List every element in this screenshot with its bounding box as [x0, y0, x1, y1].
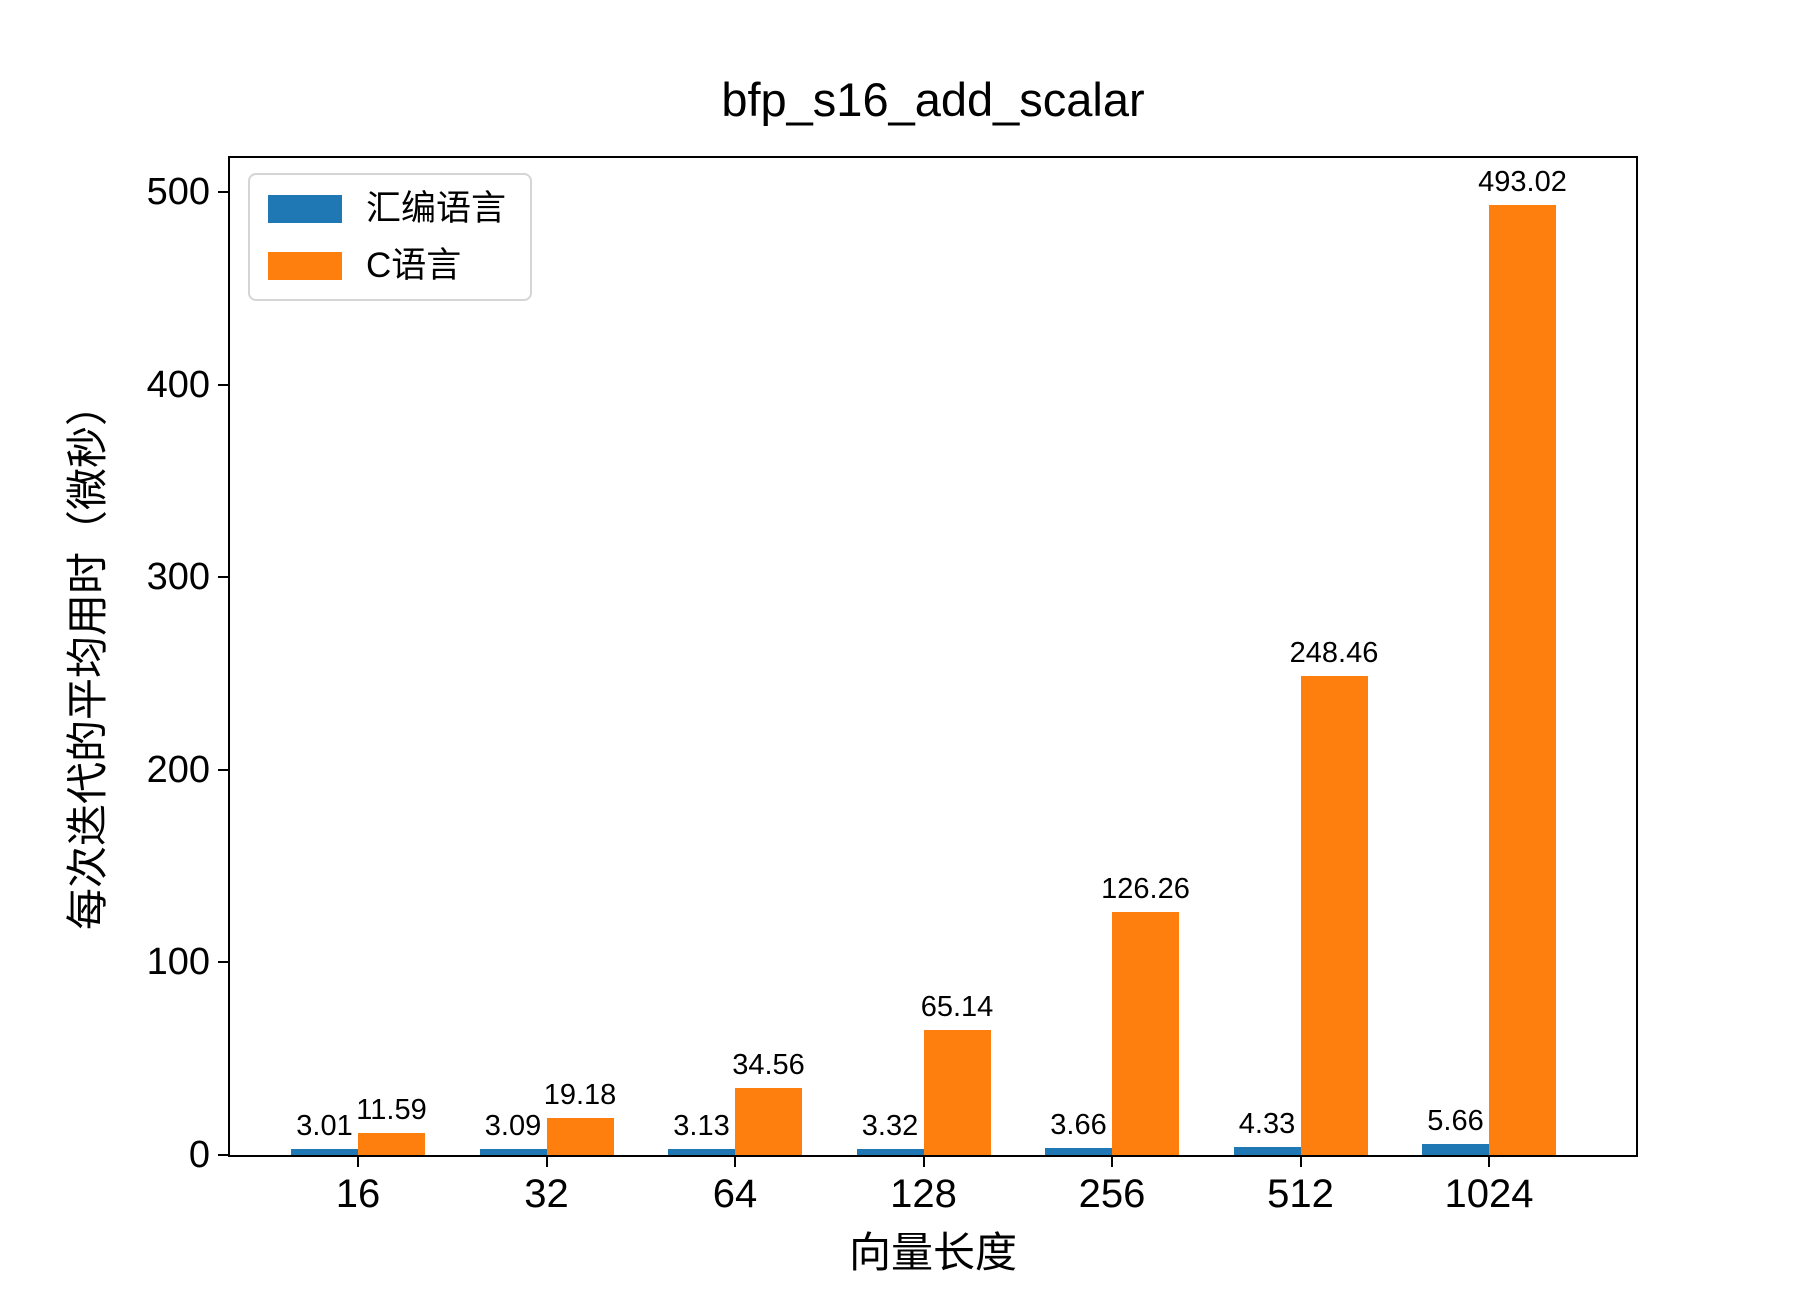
bar-value-label: 493.02 [1478, 166, 1567, 199]
bar-assembly-256 [1045, 1147, 1112, 1155]
bar-c-64 [735, 1088, 802, 1155]
bar-value-label: 3.13 [673, 1109, 730, 1142]
legend-swatch-c [268, 251, 342, 280]
bar-value-label: 11.59 [356, 1093, 427, 1126]
bar-assembly-128 [856, 1148, 924, 1155]
x-tick-mark [545, 1157, 548, 1167]
x-tick-mark [922, 1157, 925, 1167]
bar-value-label: 126.26 [1101, 872, 1190, 905]
bar-c-128 [923, 1029, 991, 1155]
y-tick-mark [218, 383, 228, 386]
bar-c-32 [546, 1118, 614, 1155]
y-tick-mark [218, 576, 228, 579]
bar-value-label: 34.56 [732, 1049, 805, 1082]
bar-value-label: 5.66 [1427, 1105, 1484, 1138]
y-tick-label: 300 [146, 556, 210, 599]
y-tick-label: 200 [146, 748, 210, 791]
bar-c-16 [358, 1132, 425, 1155]
x-tick-label: 64 [712, 1172, 758, 1216]
plot-area: 3.01 11.59 3.09 19.18 3.13 34.56 3.32 65.14 3.66… [228, 156, 1638, 1157]
chart-title: bfp_s16_add_scalar [721, 73, 1145, 126]
y-tick-label: 100 [146, 941, 210, 984]
bar-c-1024 [1489, 205, 1556, 1155]
y-tick-mark [218, 1154, 228, 1156]
bar-value-label: 65.14 [920, 990, 994, 1023]
x-tick-label: 256 [1078, 1172, 1146, 1216]
y-axis-label: 每次迭代的平均用时（微秒） [64, 383, 111, 931]
x-tick-label: 1024 [1444, 1172, 1534, 1216]
y-tick-mark [218, 190, 228, 193]
y-tick-mark [218, 961, 228, 964]
x-tick-label: 128 [890, 1172, 957, 1216]
bar-value-label: 3.09 [484, 1110, 542, 1143]
x-tick-mark [1111, 1157, 1113, 1167]
x-tick-label: 512 [1267, 1172, 1334, 1216]
bar-assembly-32 [479, 1149, 547, 1155]
x-tick-mark [1299, 1157, 1302, 1167]
legend-label-c: C语言 [366, 246, 462, 285]
bar-value-label: 3.32 [861, 1109, 919, 1142]
legend-swatch-assembly [268, 194, 342, 223]
y-tick-label: 500 [146, 170, 210, 213]
y-tick-mark [218, 768, 228, 771]
x-tick-mark [1488, 1157, 1490, 1167]
legend: 汇编语言 C语言 [248, 173, 533, 301]
bar-c-512 [1300, 676, 1368, 1155]
bar-c-256 [1112, 911, 1179, 1155]
bar-value-label: 248.46 [1289, 637, 1379, 670]
legend-label-assembly: 汇编语言 [366, 189, 507, 228]
y-tick-label: 400 [146, 363, 210, 406]
x-tick-mark [734, 1157, 736, 1167]
x-tick-mark [357, 1157, 359, 1167]
bar-assembly-1024 [1422, 1144, 1489, 1155]
x-axis-label: 向量长度 [848, 1229, 1017, 1276]
bar-value-label: 3.66 [1050, 1108, 1107, 1141]
x-tick-label: 32 [524, 1172, 569, 1216]
legend-item-c: C语言 [268, 248, 506, 283]
bar-value-label: 3.01 [296, 1110, 353, 1143]
bar-value-label: 19.18 [543, 1079, 617, 1112]
y-tick-label: 0 [188, 1134, 210, 1176]
bar-assembly-16 [291, 1149, 358, 1155]
x-tick-label: 16 [335, 1172, 381, 1216]
bar-assembly-512 [1233, 1146, 1301, 1155]
legend-item-assembly: 汇编语言 [268, 191, 506, 226]
bar-assembly-64 [668, 1148, 735, 1155]
bar-value-label: 4.33 [1238, 1107, 1296, 1140]
